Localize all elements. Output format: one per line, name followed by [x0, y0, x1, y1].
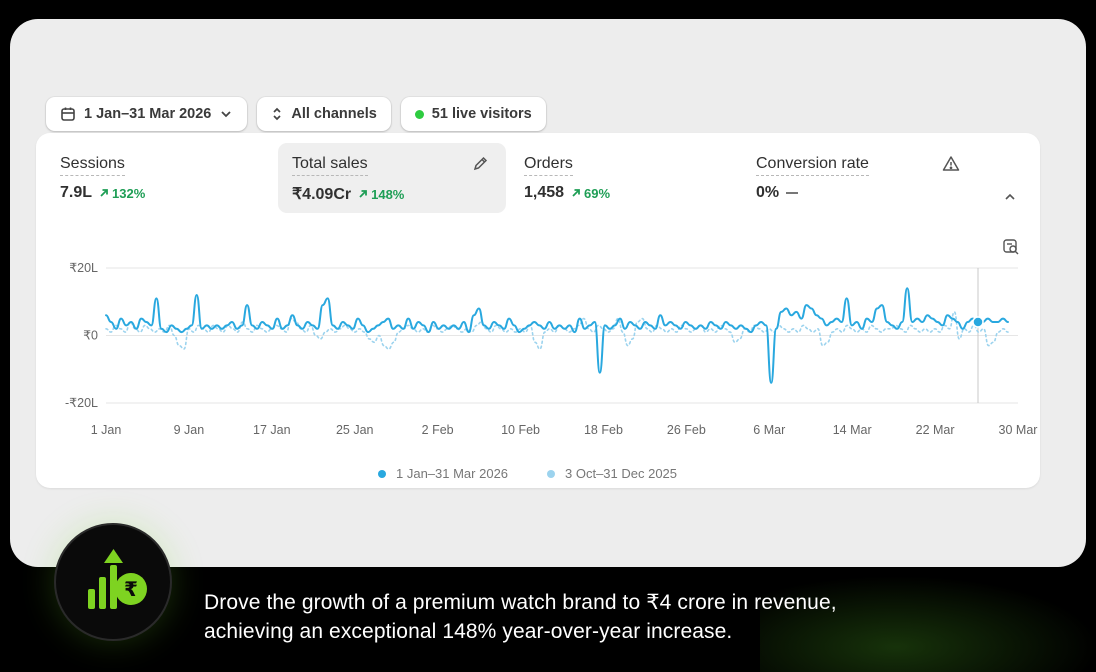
- trend-up-icon: [100, 189, 108, 197]
- legend-label: 1 Jan–31 Mar 2026: [396, 466, 508, 481]
- rupee-growth-icon: ₹: [56, 549, 174, 647]
- y-tick-label: ₹0: [83, 329, 98, 343]
- live-visitors-label: 51 live visitors: [431, 106, 532, 122]
- x-tick-label: 25 Jan: [336, 423, 374, 437]
- metric-value: 0%: [756, 184, 780, 201]
- date-range-button[interactable]: 1 Jan–31 Mar 2026: [46, 97, 248, 131]
- channels-button[interactable]: All channels: [257, 97, 391, 131]
- x-tick-label: 2 Feb: [422, 423, 454, 437]
- metric-orders[interactable]: Orders 1,458 69%: [510, 143, 738, 213]
- metric-change: 132%: [99, 186, 145, 201]
- legend-marker: [547, 470, 555, 478]
- x-tick-label: 26 Feb: [667, 423, 706, 437]
- x-tick-label: 18 Feb: [584, 423, 623, 437]
- metric-label: Conversion rate: [756, 155, 869, 176]
- warning-icon[interactable]: [942, 155, 960, 177]
- x-tick-label: 1 Jan: [91, 423, 122, 437]
- metric-label: Orders: [524, 155, 573, 176]
- y-tick-label: -₹20L: [65, 396, 98, 410]
- pencil-icon[interactable]: [472, 155, 489, 177]
- up-down-chevron-icon: [271, 106, 283, 122]
- live-visitors-button[interactable]: 51 live visitors: [400, 97, 546, 131]
- x-tick-label: 10 Feb: [501, 423, 540, 437]
- x-tick-label: 17 Jan: [253, 423, 291, 437]
- chevron-up-icon[interactable]: [1002, 189, 1018, 210]
- metric-label: Sessions: [60, 155, 125, 176]
- caption: Drove the growth of a premium watch bran…: [204, 588, 1064, 646]
- metric-sessions[interactable]: Sessions 7.9L 132%: [46, 143, 274, 213]
- chevron-down-icon: [219, 107, 233, 121]
- x-tick-label: 22 Mar: [916, 423, 955, 437]
- live-status-dot: [414, 109, 424, 119]
- trend-up-icon: [359, 190, 368, 198]
- background-glow: [760, 575, 1096, 672]
- calendar-icon: [60, 106, 76, 122]
- growth-badge: ₹: [54, 523, 172, 641]
- legend-label: 3 Oct–31 Dec 2025: [565, 466, 677, 481]
- legend-marker: [378, 470, 386, 478]
- metrics-chart-card: Sessions 7.9L 132% Total sales ₹4.09Cr 1…: [36, 133, 1040, 488]
- metric-change: 69%: [571, 186, 610, 201]
- chart-search-icon[interactable]: [1002, 238, 1020, 261]
- trend-up-icon: [572, 189, 580, 197]
- metric-flat-indicator: [786, 192, 799, 194]
- metric-change-value: 148%: [371, 186, 405, 202]
- metric-value: 7.9L: [60, 184, 93, 201]
- caption-line-2: achieving an exceptional 148% year-over-…: [204, 620, 733, 643]
- svg-text:₹: ₹: [124, 577, 138, 601]
- x-tick-label: 6 Mar: [753, 423, 785, 437]
- hover-point: [972, 316, 984, 328]
- metric-value: 1,458: [524, 184, 565, 201]
- series-line-previous: [105, 311, 1009, 350]
- caption-line-1: Drove the growth of a premium watch bran…: [204, 591, 837, 614]
- metric-label: Total sales: [292, 155, 368, 176]
- filter-bar: 1 Jan–31 Mar 2026 All channels 51 live v…: [46, 97, 546, 131]
- channels-label: All channels: [291, 106, 377, 122]
- y-tick-label: ₹20L: [69, 261, 98, 275]
- x-tick-label: 30 Mar: [999, 423, 1038, 437]
- metric-change: 148%: [358, 187, 404, 202]
- series-line-current: [105, 287, 1009, 384]
- metric-conversion-rate[interactable]: Conversion rate 0%: [742, 143, 970, 213]
- x-tick-label: 9 Jan: [174, 423, 205, 437]
- x-tick-label: 14 Mar: [833, 423, 872, 437]
- metric-change-value: 69%: [584, 185, 611, 201]
- metric-change-value: 132%: [112, 185, 146, 201]
- metric-total-sales[interactable]: Total sales ₹4.09Cr 148%: [278, 143, 506, 213]
- metric-value: ₹4.09Cr: [292, 186, 352, 203]
- sales-line-chart: ₹20L ₹0 -₹20L 1 Jan 9 Jan 17 Jan 25 Jan 2 Feb 10…: [65, 261, 1038, 481]
- date-range-label: 1 Jan–31 Mar 2026: [84, 106, 212, 122]
